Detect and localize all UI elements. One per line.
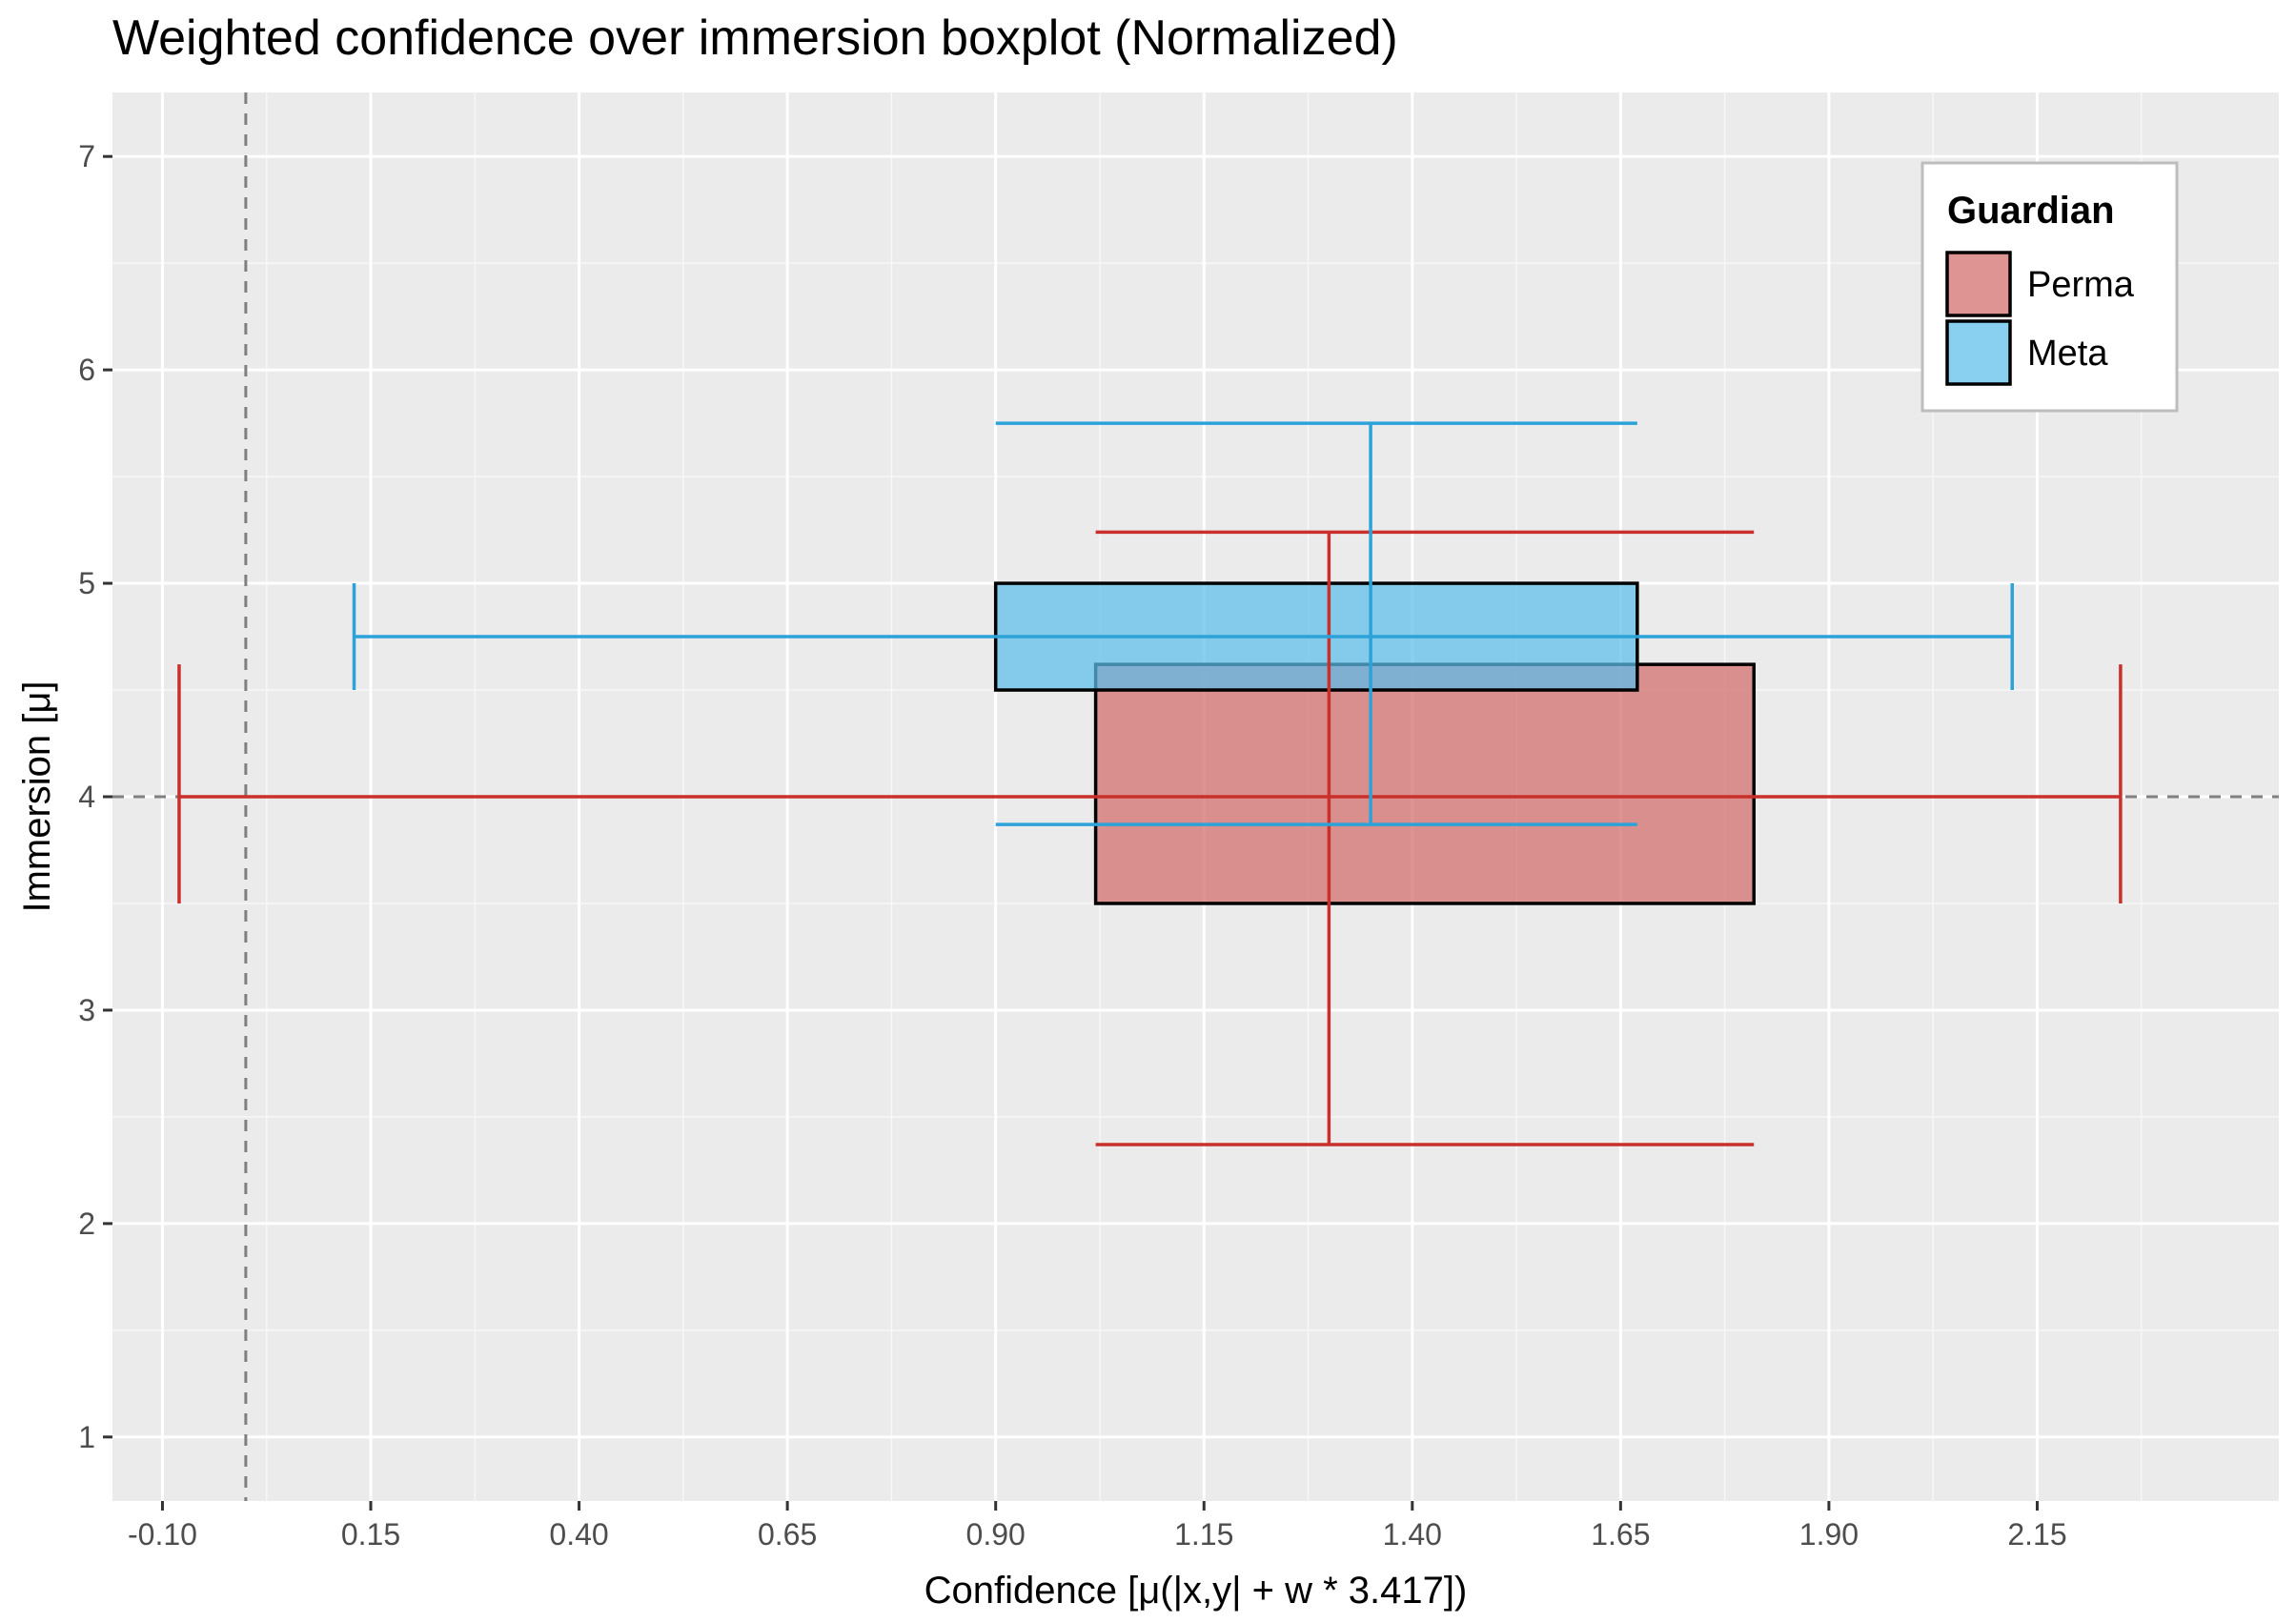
y-tick-label: 1: [78, 1420, 95, 1454]
legend-label-perma: Perma: [2027, 265, 2135, 305]
x-axis-title: Confidence [μ(|x,y| + w * 3.417]): [924, 1570, 1468, 1612]
y-axis-title: Immersion [μ]: [16, 680, 58, 912]
legend-title: Guardian: [1947, 190, 2115, 232]
legend: Guardian Perma Meta: [1920, 161, 2179, 413]
x-tick-label: 0.15: [341, 1517, 400, 1552]
x-tick-label: -0.10: [128, 1517, 197, 1552]
legend-items: Perma Meta: [1945, 251, 2135, 386]
y-tick-label: 3: [78, 993, 95, 1027]
y-tick-label: 6: [78, 353, 95, 387]
x-tick-label: 0.65: [758, 1517, 817, 1552]
y-tick-label: 2: [78, 1207, 95, 1241]
x-tick-label: 0.90: [966, 1517, 1026, 1552]
perma-box: [1093, 662, 1756, 905]
legend-key-perma: [1945, 251, 2012, 317]
x-axis: -0.10 0.15 0.40 0.65 0.90 1.15 1.40 1.65 1.90 2.1…: [128, 1501, 2067, 1552]
chart-title: Weighted confidence over immersion boxpl…: [112, 10, 1398, 66]
x-tick-label: 1.65: [1591, 1517, 1650, 1552]
x-tick-label: 2.15: [2007, 1517, 2066, 1552]
series-layer: [177, 421, 2123, 1146]
legend-key-meta: [1945, 319, 2012, 386]
x-tick-label: 0.40: [549, 1517, 608, 1552]
y-tick-label: 5: [78, 566, 95, 600]
y-tick-label: 4: [78, 780, 95, 814]
legend-label-meta: Meta: [2027, 334, 2108, 374]
y-axis: 1 2 3 4 5 6 7: [78, 139, 112, 1454]
x-tick-label: 1.90: [1799, 1517, 1859, 1552]
x-tick-label: 1.15: [1174, 1517, 1233, 1552]
x-tick-label: 1.40: [1383, 1517, 1442, 1552]
y-tick-label: 7: [78, 139, 95, 173]
